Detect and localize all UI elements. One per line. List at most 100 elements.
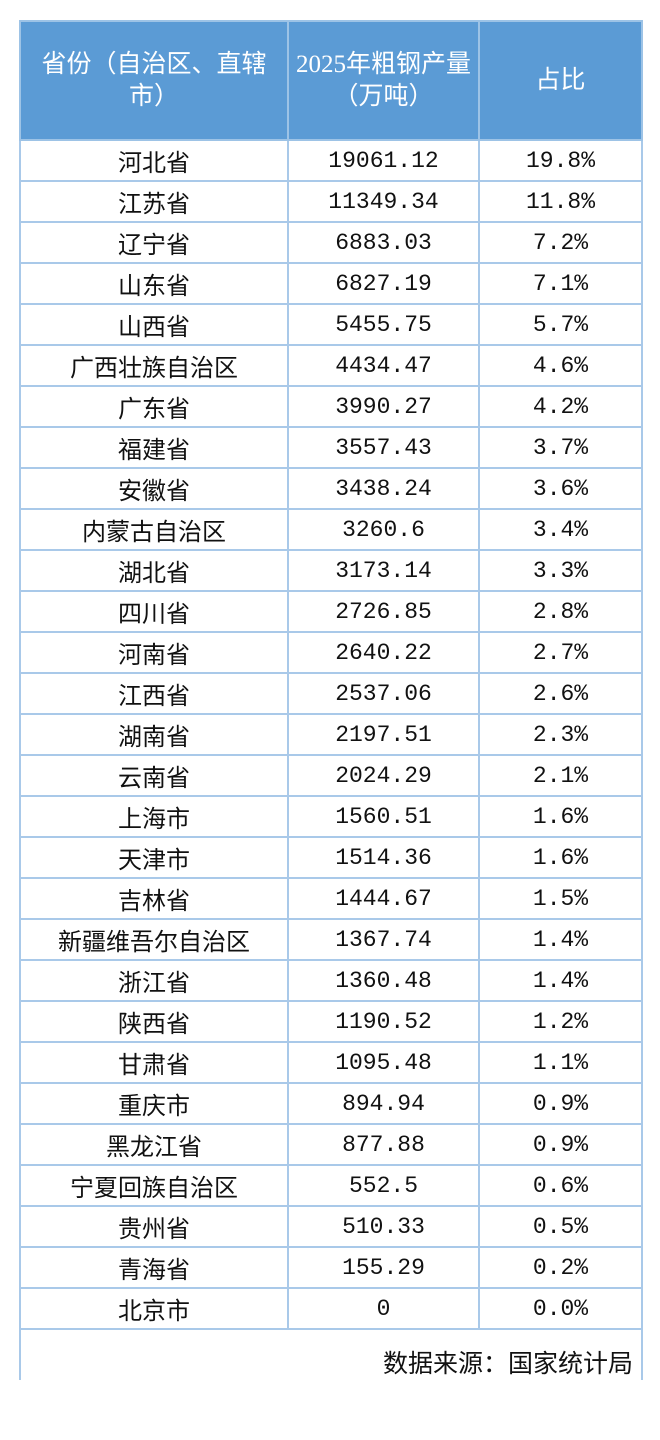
province-cell: 河南省 (19, 631, 289, 674)
data-source: 数据来源：国家统计局 (19, 1328, 643, 1380)
table-row: 河南省 2640.22 2.7% (19, 631, 643, 674)
header-row: 省份（自治区、直辖市） 2025年粗钢产量（万吨） 占比 (19, 20, 643, 141)
output-cell: 5455.75 (287, 303, 480, 346)
province-cell: 江苏省 (19, 180, 289, 223)
output-cell: 3990.27 (287, 385, 480, 428)
table-row: 福建省 3557.43 3.7% (19, 426, 643, 469)
output-cell: 0 (287, 1287, 480, 1330)
share-cell: 0.5% (478, 1205, 643, 1248)
table-row: 青海省 155.29 0.2% (19, 1246, 643, 1289)
share-cell: 2.7% (478, 631, 643, 674)
table-row: 云南省 2024.29 2.1% (19, 754, 643, 797)
share-cell: 1.6% (478, 795, 643, 838)
share-cell: 19.8% (478, 139, 643, 182)
table-row: 黑龙江省 877.88 0.9% (19, 1123, 643, 1166)
share-cell: 3.7% (478, 426, 643, 469)
province-cell: 广东省 (19, 385, 289, 428)
share-cell: 2.6% (478, 672, 643, 715)
province-cell: 广西壮族自治区 (19, 344, 289, 387)
output-cell: 2197.51 (287, 713, 480, 756)
output-cell: 3173.14 (287, 549, 480, 592)
table-row: 安徽省 3438.24 3.6% (19, 467, 643, 510)
province-cell: 上海市 (19, 795, 289, 838)
output-cell: 894.94 (287, 1082, 480, 1125)
share-cell: 2.1% (478, 754, 643, 797)
output-cell: 877.88 (287, 1123, 480, 1166)
share-cell: 1.1% (478, 1041, 643, 1084)
province-cell: 安徽省 (19, 467, 289, 510)
steel-output-table: 省份（自治区、直辖市） 2025年粗钢产量（万吨） 占比 河北省 19061.12… (19, 20, 643, 1380)
share-cell: 11.8% (478, 180, 643, 223)
table-row: 湖南省 2197.51 2.3% (19, 713, 643, 756)
share-cell: 1.2% (478, 1000, 643, 1043)
table-row: 内蒙古自治区 3260.6 3.4% (19, 508, 643, 551)
header-province: 省份（自治区、直辖市） (19, 20, 289, 141)
province-cell: 山西省 (19, 303, 289, 346)
header-share: 占比 (478, 20, 643, 141)
table-row: 湖北省 3173.14 3.3% (19, 549, 643, 592)
table-row: 贵州省 510.33 0.5% (19, 1205, 643, 1248)
output-cell: 1095.48 (287, 1041, 480, 1084)
share-cell: 2.3% (478, 713, 643, 756)
table-row: 浙江省 1360.48 1.4% (19, 959, 643, 1002)
share-cell: 7.2% (478, 221, 643, 264)
province-cell: 辽宁省 (19, 221, 289, 264)
table-row: 重庆市 894.94 0.9% (19, 1082, 643, 1125)
table-row: 广西壮族自治区 4434.47 4.6% (19, 344, 643, 387)
province-cell: 江西省 (19, 672, 289, 715)
output-cell: 3438.24 (287, 467, 480, 510)
output-cell: 2024.29 (287, 754, 480, 797)
table-row: 新疆维吾尔自治区 1367.74 1.4% (19, 918, 643, 961)
output-cell: 2640.22 (287, 631, 480, 674)
province-cell: 内蒙古自治区 (19, 508, 289, 551)
table-row: 山东省 6827.19 7.1% (19, 262, 643, 305)
province-cell: 北京市 (19, 1287, 289, 1330)
province-cell: 贵州省 (19, 1205, 289, 1248)
share-cell: 3.4% (478, 508, 643, 551)
share-cell: 2.8% (478, 590, 643, 633)
share-cell: 0.6% (478, 1164, 643, 1207)
table-row: 江苏省 11349.34 11.8% (19, 180, 643, 223)
share-cell: 1.4% (478, 959, 643, 1002)
table-row: 天津市 1514.36 1.6% (19, 836, 643, 879)
share-cell: 5.7% (478, 303, 643, 346)
share-cell: 4.6% (478, 344, 643, 387)
province-cell: 新疆维吾尔自治区 (19, 918, 289, 961)
province-cell: 甘肃省 (19, 1041, 289, 1084)
share-cell: 3.3% (478, 549, 643, 592)
province-cell: 湖南省 (19, 713, 289, 756)
output-cell: 3260.6 (287, 508, 480, 551)
output-cell: 11349.34 (287, 180, 480, 223)
table-row: 甘肃省 1095.48 1.1% (19, 1041, 643, 1084)
province-cell: 湖北省 (19, 549, 289, 592)
table-row: 宁夏回族自治区 552.5 0.6% (19, 1164, 643, 1207)
output-cell: 1190.52 (287, 1000, 480, 1043)
header-output: 2025年粗钢产量（万吨） (287, 20, 480, 141)
share-cell: 0.0% (478, 1287, 643, 1330)
table-row: 辽宁省 6883.03 7.2% (19, 221, 643, 264)
share-cell: 1.5% (478, 877, 643, 920)
province-cell: 浙江省 (19, 959, 289, 1002)
province-cell: 吉林省 (19, 877, 289, 920)
table-row: 河北省 19061.12 19.8% (19, 139, 643, 182)
output-cell: 155.29 (287, 1246, 480, 1289)
province-cell: 河北省 (19, 139, 289, 182)
province-cell: 陕西省 (19, 1000, 289, 1043)
table-row: 山西省 5455.75 5.7% (19, 303, 643, 346)
share-cell: 0.9% (478, 1123, 643, 1166)
output-cell: 6883.03 (287, 221, 480, 264)
table-row: 北京市 0 0.0% (19, 1287, 643, 1330)
output-cell: 1444.67 (287, 877, 480, 920)
province-cell: 天津市 (19, 836, 289, 879)
output-cell: 1514.36 (287, 836, 480, 879)
share-cell: 4.2% (478, 385, 643, 428)
output-cell: 510.33 (287, 1205, 480, 1248)
table-row: 陕西省 1190.52 1.2% (19, 1000, 643, 1043)
output-cell: 2537.06 (287, 672, 480, 715)
footer-row: 数据来源：国家统计局 (19, 1328, 643, 1380)
output-cell: 1560.51 (287, 795, 480, 838)
table-row: 上海市 1560.51 1.6% (19, 795, 643, 838)
province-cell: 福建省 (19, 426, 289, 469)
share-cell: 3.6% (478, 467, 643, 510)
province-cell: 宁夏回族自治区 (19, 1164, 289, 1207)
